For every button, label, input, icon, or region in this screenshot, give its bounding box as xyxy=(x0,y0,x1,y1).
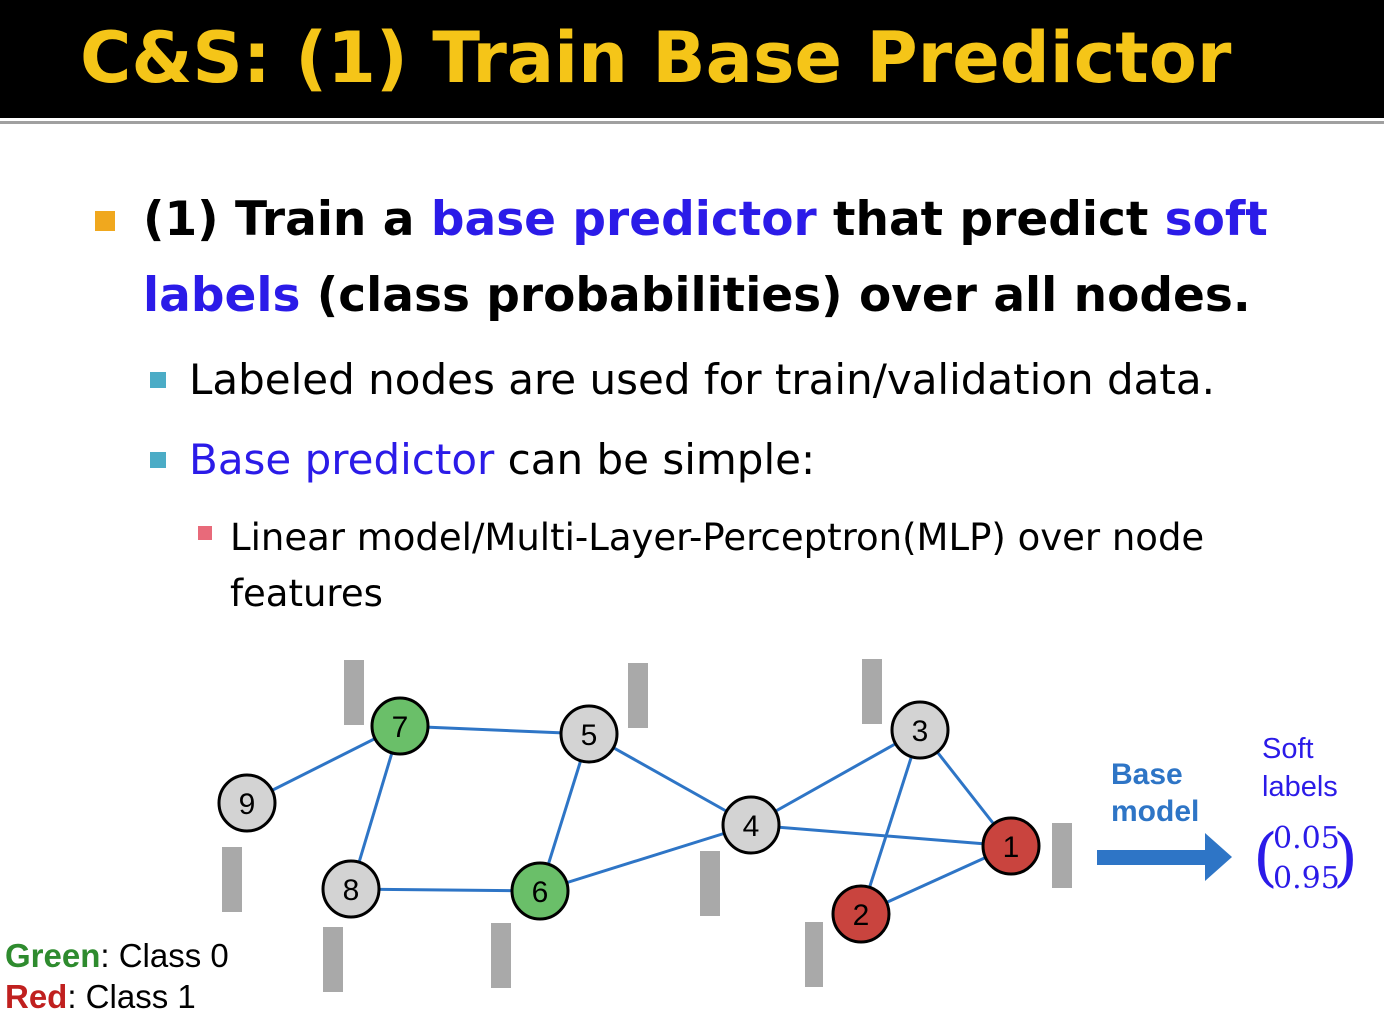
feature-bar-node-6 xyxy=(491,923,511,988)
node-label-4: 4 xyxy=(743,810,760,843)
node-circle-3 xyxy=(890,700,950,760)
bullet-base-predictor-text: can be simple: xyxy=(494,435,816,484)
vector-right-paren: ) xyxy=(1333,821,1358,895)
edge-8-6 xyxy=(350,887,541,893)
vector-value-class1: 0.95 xyxy=(1273,861,1340,896)
graph-node-6: 6 xyxy=(510,861,570,921)
term-base-predictor-sub: Base predictor xyxy=(189,435,495,484)
bullet-main: (1) Train a base predictor that predict … xyxy=(143,182,1323,334)
graph-diagram: 1 2 3 4 5 6 7 8 9 xyxy=(217,659,1232,992)
node-label-2: 2 xyxy=(853,899,870,932)
node-label-7: 7 xyxy=(392,711,409,744)
bullet-linear-model: Linear model/Multi-Layer-Perceptron(MLP)… xyxy=(230,516,1205,615)
base-model-label: Base model xyxy=(1111,756,1199,830)
node-label-8: 8 xyxy=(343,874,360,907)
bullet-marker-level1 xyxy=(95,211,115,231)
graph-node-4: 4 xyxy=(721,795,781,855)
node-label-6: 6 xyxy=(532,876,549,909)
graph-node-7: 7 xyxy=(370,696,430,756)
node-circle-2 xyxy=(831,884,891,944)
feature-bar-node-8 xyxy=(323,927,343,992)
node-circle-7 xyxy=(370,696,430,756)
graph-node-1: 1 xyxy=(981,816,1041,876)
node-circle-5 xyxy=(559,704,619,764)
node-circle-6 xyxy=(510,861,570,921)
feature-bar-node-7 xyxy=(344,660,364,725)
feature-bar-node-3 xyxy=(862,659,882,724)
feature-bar-node-9 xyxy=(222,847,242,912)
arrow-shaft xyxy=(1097,850,1207,865)
slide-title: C&S: (1) Train Base Predictor xyxy=(80,17,1232,99)
edge-4-3 xyxy=(750,728,921,827)
legend-class1: Red: Class 1 xyxy=(5,977,196,1017)
vector-value-class0: 0.05 xyxy=(1273,821,1340,856)
node-label-5: 5 xyxy=(581,719,598,752)
edge-4-1 xyxy=(750,823,1012,848)
bullet-main-part2: that predict xyxy=(816,192,1165,247)
bullet-main-part3: (class probabilities) over all nodes. xyxy=(300,268,1251,323)
bullet-marker-level2 xyxy=(150,452,166,468)
soft-labels-label: Soft labels xyxy=(1262,730,1338,806)
legend-red-text: : Class 1 xyxy=(67,978,196,1015)
base-model-line1: Base xyxy=(1111,758,1183,791)
node-circle-1 xyxy=(981,816,1041,876)
node-label-3: 3 xyxy=(912,715,929,748)
bullet-base-predictor: Base predictor can be simple: xyxy=(189,430,815,490)
term-base-predictor: base predictor xyxy=(430,192,817,247)
node-circle-4 xyxy=(721,795,781,855)
graph-node-5: 5 xyxy=(559,704,619,764)
soft-labels-line2: labels xyxy=(1262,771,1338,803)
legend-red-label: Red xyxy=(5,978,68,1015)
graph-node-9: 9 xyxy=(217,773,277,833)
feature-bar-node-4 xyxy=(700,851,720,916)
term-soft-labels: soft labels xyxy=(143,192,1268,323)
node-circle-8 xyxy=(321,859,381,919)
arrow-head xyxy=(1205,833,1232,881)
edge-7-5 xyxy=(399,724,590,736)
edge-6-4 xyxy=(539,823,752,893)
graph-node-2: 2 xyxy=(831,884,891,944)
legend-green-label: Green xyxy=(5,937,101,974)
edge-5-4 xyxy=(588,732,752,827)
legend-class0: Green: Class 0 xyxy=(5,936,229,976)
graph-node-3: 3 xyxy=(890,700,950,760)
title-divider xyxy=(0,121,1384,124)
feature-bar-node-2 xyxy=(805,922,823,987)
bullet-labeled-nodes: Labeled nodes are used for train/validat… xyxy=(189,355,1215,404)
bullet-main-part1: (1) Train a xyxy=(143,192,431,247)
node-label-1: 1 xyxy=(1003,831,1020,864)
title-bar xyxy=(0,0,1384,118)
graph-node-8: 8 xyxy=(321,859,381,919)
feature-bar-node-5 xyxy=(628,663,648,728)
node-circle-9 xyxy=(217,773,277,833)
legend-green-text: : Class 0 xyxy=(100,937,229,974)
bullet-marker-level3 xyxy=(198,526,212,540)
edge-3-2 xyxy=(859,729,922,915)
node-label-9: 9 xyxy=(239,788,256,821)
vector-left-paren: ( xyxy=(1253,821,1278,895)
bullet-marker-level2 xyxy=(150,372,166,388)
feature-bar-node-1 xyxy=(1052,823,1072,888)
base-model-line2: model xyxy=(1111,795,1200,828)
soft-labels-line1: Soft xyxy=(1262,733,1314,765)
